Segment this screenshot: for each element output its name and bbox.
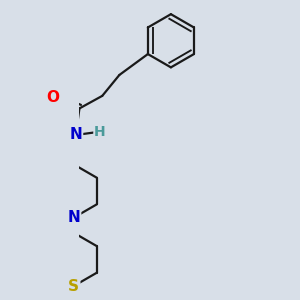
Text: N: N — [69, 128, 82, 142]
Text: O: O — [46, 89, 59, 104]
Text: H: H — [94, 125, 106, 139]
Text: N: N — [68, 210, 80, 225]
Text: S: S — [68, 278, 79, 293]
